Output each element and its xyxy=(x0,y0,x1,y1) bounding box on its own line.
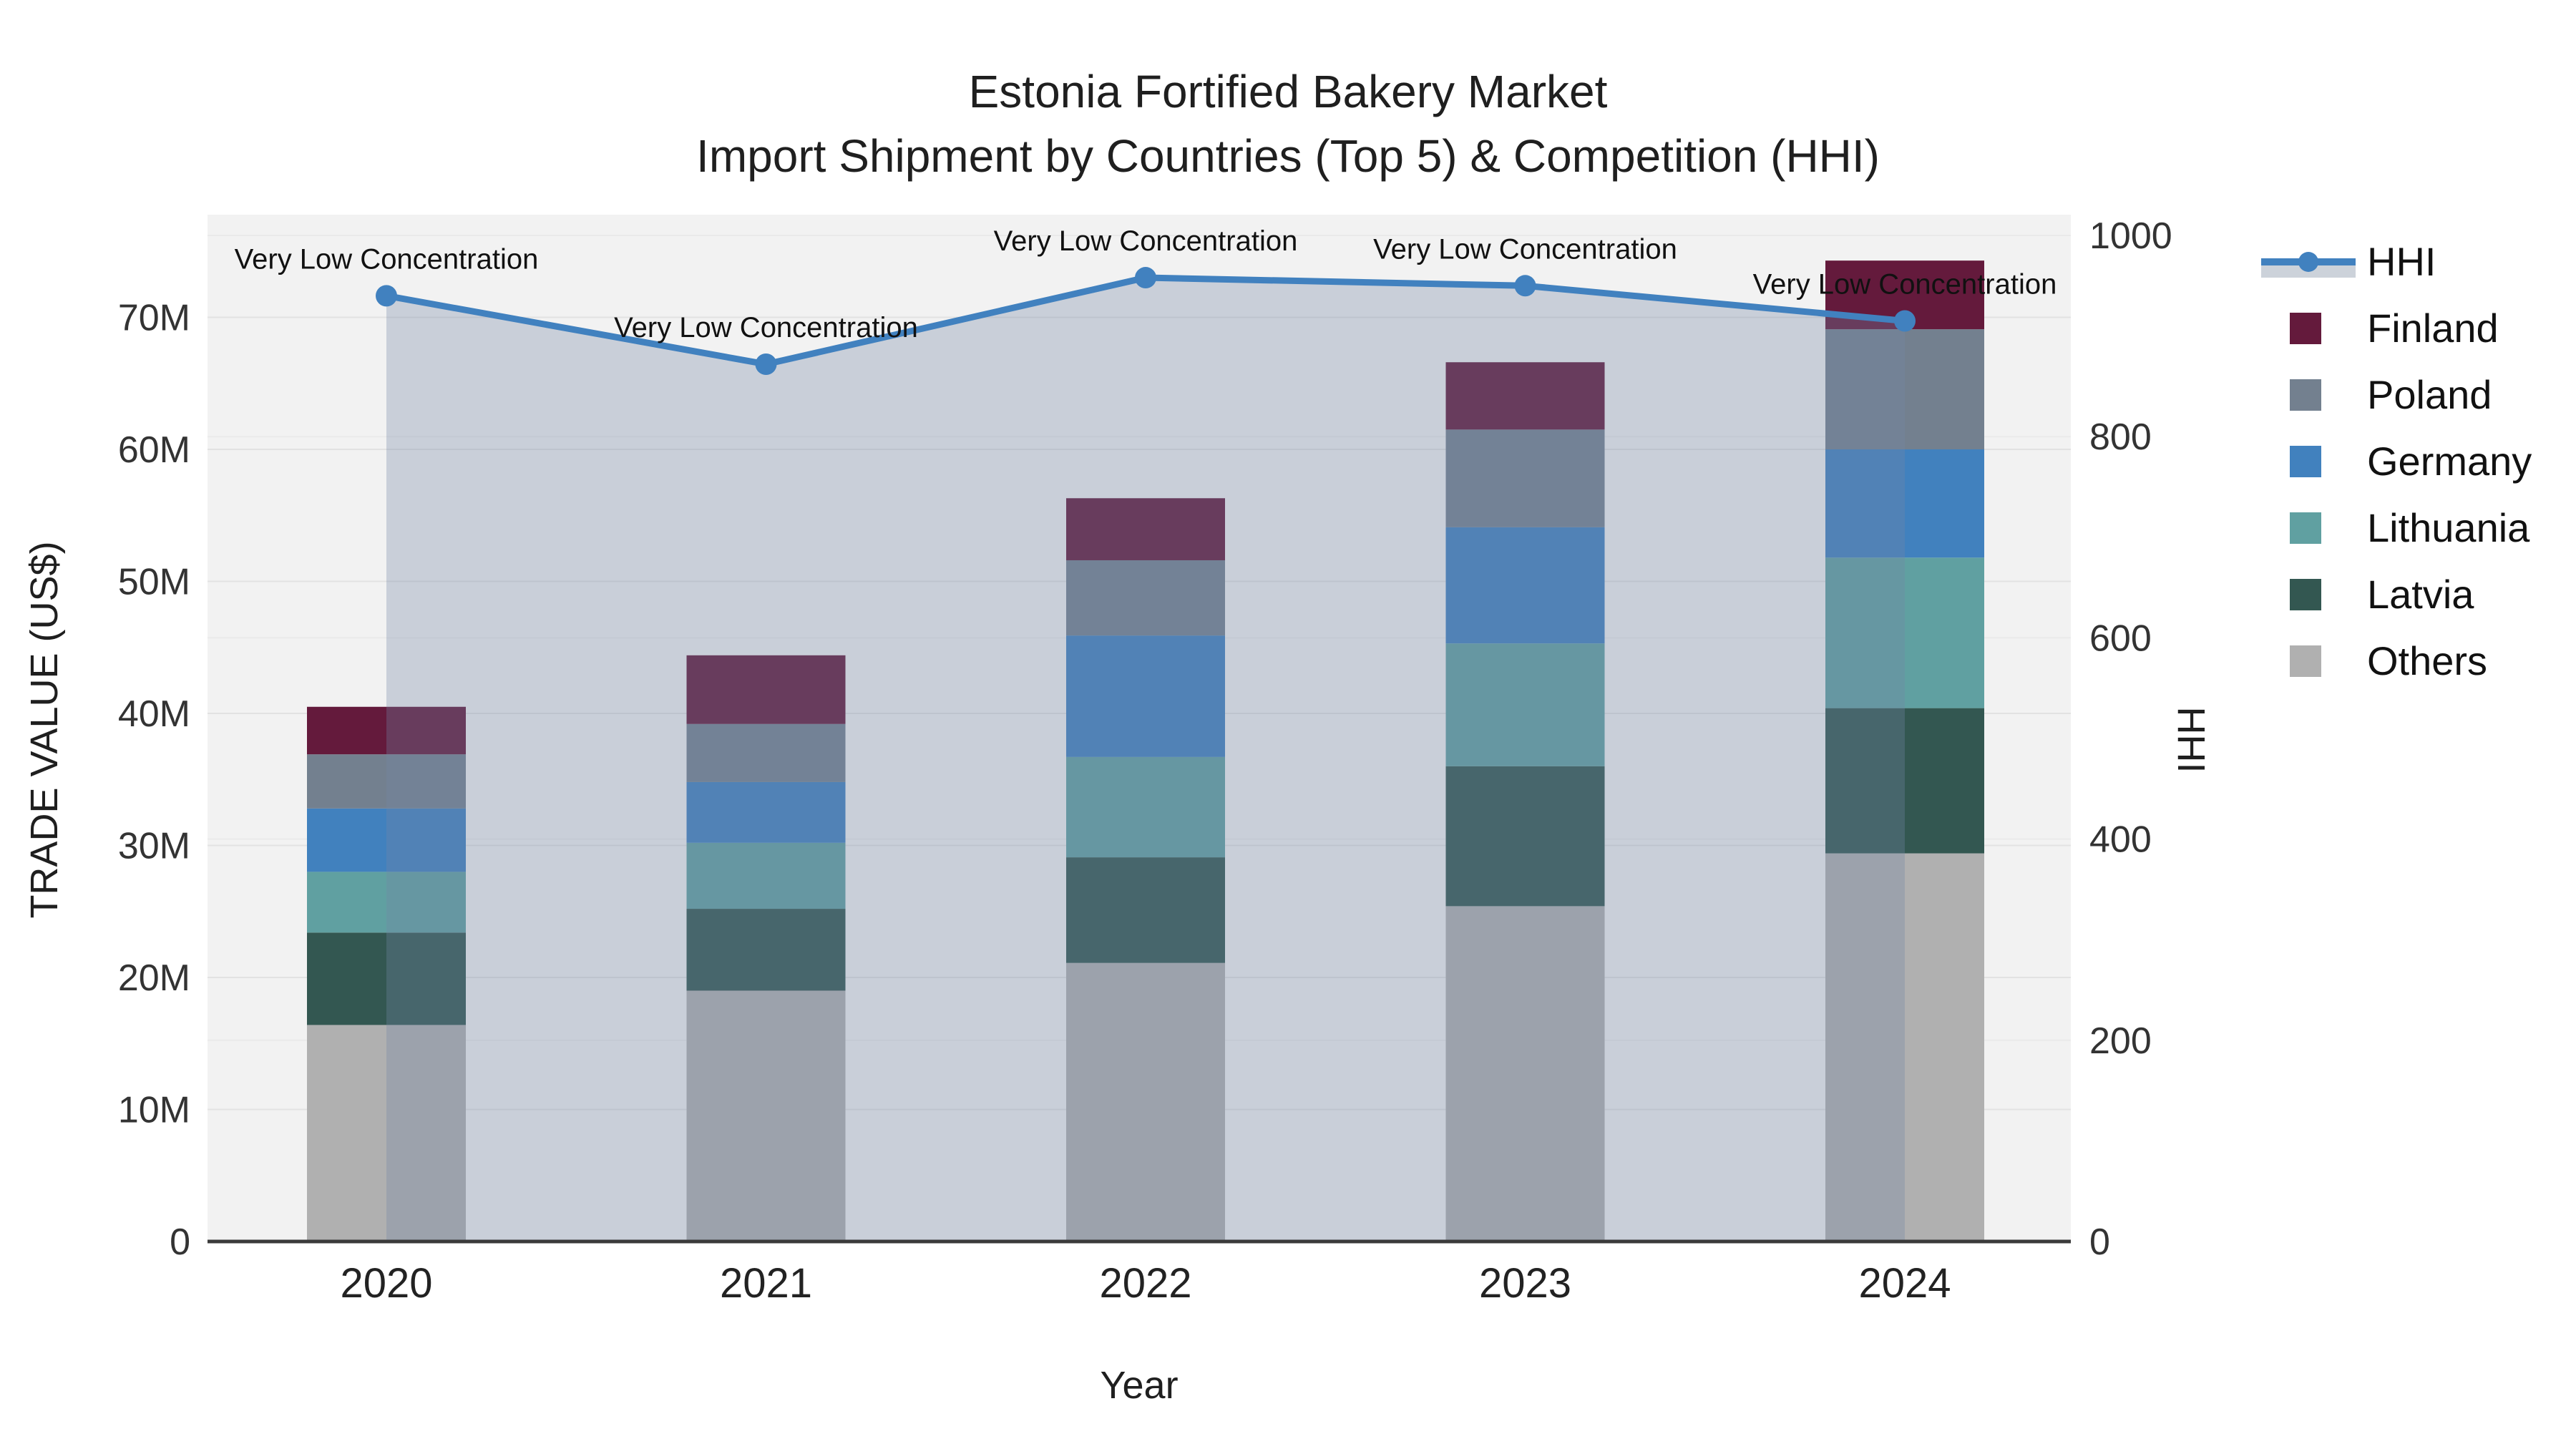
x-axis-title: Year xyxy=(1100,1364,1179,1407)
annotation-concentration-2020: Very Low Concentration xyxy=(235,243,539,275)
legend-label: Germany xyxy=(2367,439,2532,484)
hhi-marker-2023[interactable] xyxy=(1514,275,1536,297)
tick-label-y-right: 1000 xyxy=(2089,215,2172,257)
y-axis-title-left: TRADE VALUE (US$) xyxy=(23,541,66,919)
y-axis-title-right: HHI xyxy=(2170,706,2212,774)
x-tick-label: 2023 xyxy=(1479,1260,1571,1307)
tick-label-y-right: 800 xyxy=(2089,416,2152,458)
x-tick-label: 2020 xyxy=(340,1260,432,1307)
tick-label-y-right: 600 xyxy=(2089,618,2152,659)
tick-label-y-left: 70M xyxy=(118,298,190,339)
tick-label-y-right: 0 xyxy=(2089,1221,2110,1263)
x-tick-label: 2022 xyxy=(1099,1260,1191,1307)
bar-segment-others-2024[interactable] xyxy=(1825,853,1984,1241)
bar-segment-poland-2021[interactable] xyxy=(686,723,846,782)
annotation-concentration-2023: Very Low Concentration xyxy=(1373,233,1677,265)
bar-segment-latvia-2024[interactable] xyxy=(1825,708,1984,854)
tick-label-y-left: 30M xyxy=(118,826,190,867)
legend-item-finland[interactable]: Finland xyxy=(2290,306,2499,351)
bar-segment-germany-2024[interactable] xyxy=(1825,449,1984,558)
bar-segment-latvia-2021[interactable] xyxy=(686,909,846,991)
bar-segment-others-2021[interactable] xyxy=(686,990,846,1241)
hhi-marker-2022[interactable] xyxy=(1135,267,1156,289)
tick-label-y-left: 60M xyxy=(118,429,190,471)
hhi-area-fill xyxy=(386,278,1905,1241)
bar-segment-lithuania-2020[interactable] xyxy=(307,872,466,933)
legend-label: Lithuania xyxy=(2367,505,2530,550)
bar-segment-poland-2023[interactable] xyxy=(1445,429,1605,527)
legend-item-hhi[interactable]: HHI xyxy=(2261,239,2436,284)
legend-label: Latvia xyxy=(2367,572,2474,617)
chart-title: Estonia Fortified Bakery Market xyxy=(968,66,1608,117)
bar-segment-germany-2023[interactable] xyxy=(1445,527,1605,644)
bar-segment-lithuania-2024[interactable] xyxy=(1825,557,1984,708)
bar-segment-lithuania-2022[interactable] xyxy=(1066,756,1225,858)
legend-swatch xyxy=(2290,579,2321,610)
legend-swatch xyxy=(2290,379,2321,411)
tick-label-y-right: 400 xyxy=(2089,819,2152,861)
legend-label: Finland xyxy=(2367,306,2499,351)
x-tick-label: 2021 xyxy=(720,1260,812,1307)
legend-hhi-marker-sample xyxy=(2298,252,2318,272)
hhi-marker-2024[interactable] xyxy=(1894,310,1916,332)
legend-swatch xyxy=(2290,313,2321,344)
bar-segment-poland-2020[interactable] xyxy=(307,754,466,809)
bar-segment-lithuania-2021[interactable] xyxy=(686,842,846,909)
legend-swatch xyxy=(2290,446,2321,477)
legend-swatch xyxy=(2290,645,2321,677)
hhi-marker-2020[interactable] xyxy=(376,285,397,307)
tick-label-y-left: 0 xyxy=(170,1221,190,1263)
bar-segment-others-2022[interactable] xyxy=(1066,962,1225,1241)
bar-segment-poland-2024[interactable] xyxy=(1825,329,1984,449)
bar-segment-finland-2020[interactable] xyxy=(307,706,466,755)
bar-segment-germany-2020[interactable] xyxy=(307,808,466,872)
bar-segment-finland-2021[interactable] xyxy=(686,655,846,724)
legend-item-others[interactable]: Others xyxy=(2290,638,2487,683)
bars xyxy=(307,260,1984,1241)
legend-label: Poland xyxy=(2367,372,2492,417)
annotation-concentration-2024: Very Low Concentration xyxy=(1753,269,2057,301)
chart-subtitle: Import Shipment by Countries (Top 5) & C… xyxy=(696,130,1880,182)
bar-segment-others-2020[interactable] xyxy=(307,1025,466,1241)
legend-swatch xyxy=(2290,512,2321,544)
legend-label: HHI xyxy=(2367,239,2436,284)
bar-segment-germany-2021[interactable] xyxy=(686,781,846,843)
legend-item-latvia[interactable]: Latvia xyxy=(2290,572,2474,617)
legend-label: Others xyxy=(2367,638,2487,683)
tick-label-y-left: 20M xyxy=(118,957,190,999)
hhi-marker-2021[interactable] xyxy=(755,353,777,375)
annotation-concentration-2021: Very Low Concentration xyxy=(614,312,918,343)
x-tick-label: 2024 xyxy=(1858,1260,1951,1307)
annotation-concentration-2022: Very Low Concentration xyxy=(994,225,1298,257)
bar-segment-finland-2022[interactable] xyxy=(1066,498,1225,560)
legend-item-poland[interactable]: Poland xyxy=(2290,372,2492,417)
bar-segment-germany-2022[interactable] xyxy=(1066,635,1225,757)
tick-label-y-left: 50M xyxy=(118,562,190,603)
legend-item-germany[interactable]: Germany xyxy=(2290,439,2532,484)
bar-segment-finland-2023[interactable] xyxy=(1445,362,1605,430)
bar-segment-latvia-2022[interactable] xyxy=(1066,857,1225,963)
bar-segment-poland-2022[interactable] xyxy=(1066,560,1225,636)
bar-segment-lithuania-2023[interactable] xyxy=(1445,643,1605,766)
legend-item-lithuania[interactable]: Lithuania xyxy=(2290,505,2530,550)
tick-label-y-right: 200 xyxy=(2089,1020,2152,1062)
bar-segment-latvia-2023[interactable] xyxy=(1445,766,1605,907)
tick-label-y-left: 40M xyxy=(118,693,190,735)
bar-segment-others-2023[interactable] xyxy=(1445,906,1605,1241)
legend: HHI Finland Poland Germany Lithuania Latvia Ot… xyxy=(2261,239,2532,683)
bar-segment-latvia-2020[interactable] xyxy=(307,932,466,1025)
tick-label-y-left: 10M xyxy=(118,1090,190,1131)
